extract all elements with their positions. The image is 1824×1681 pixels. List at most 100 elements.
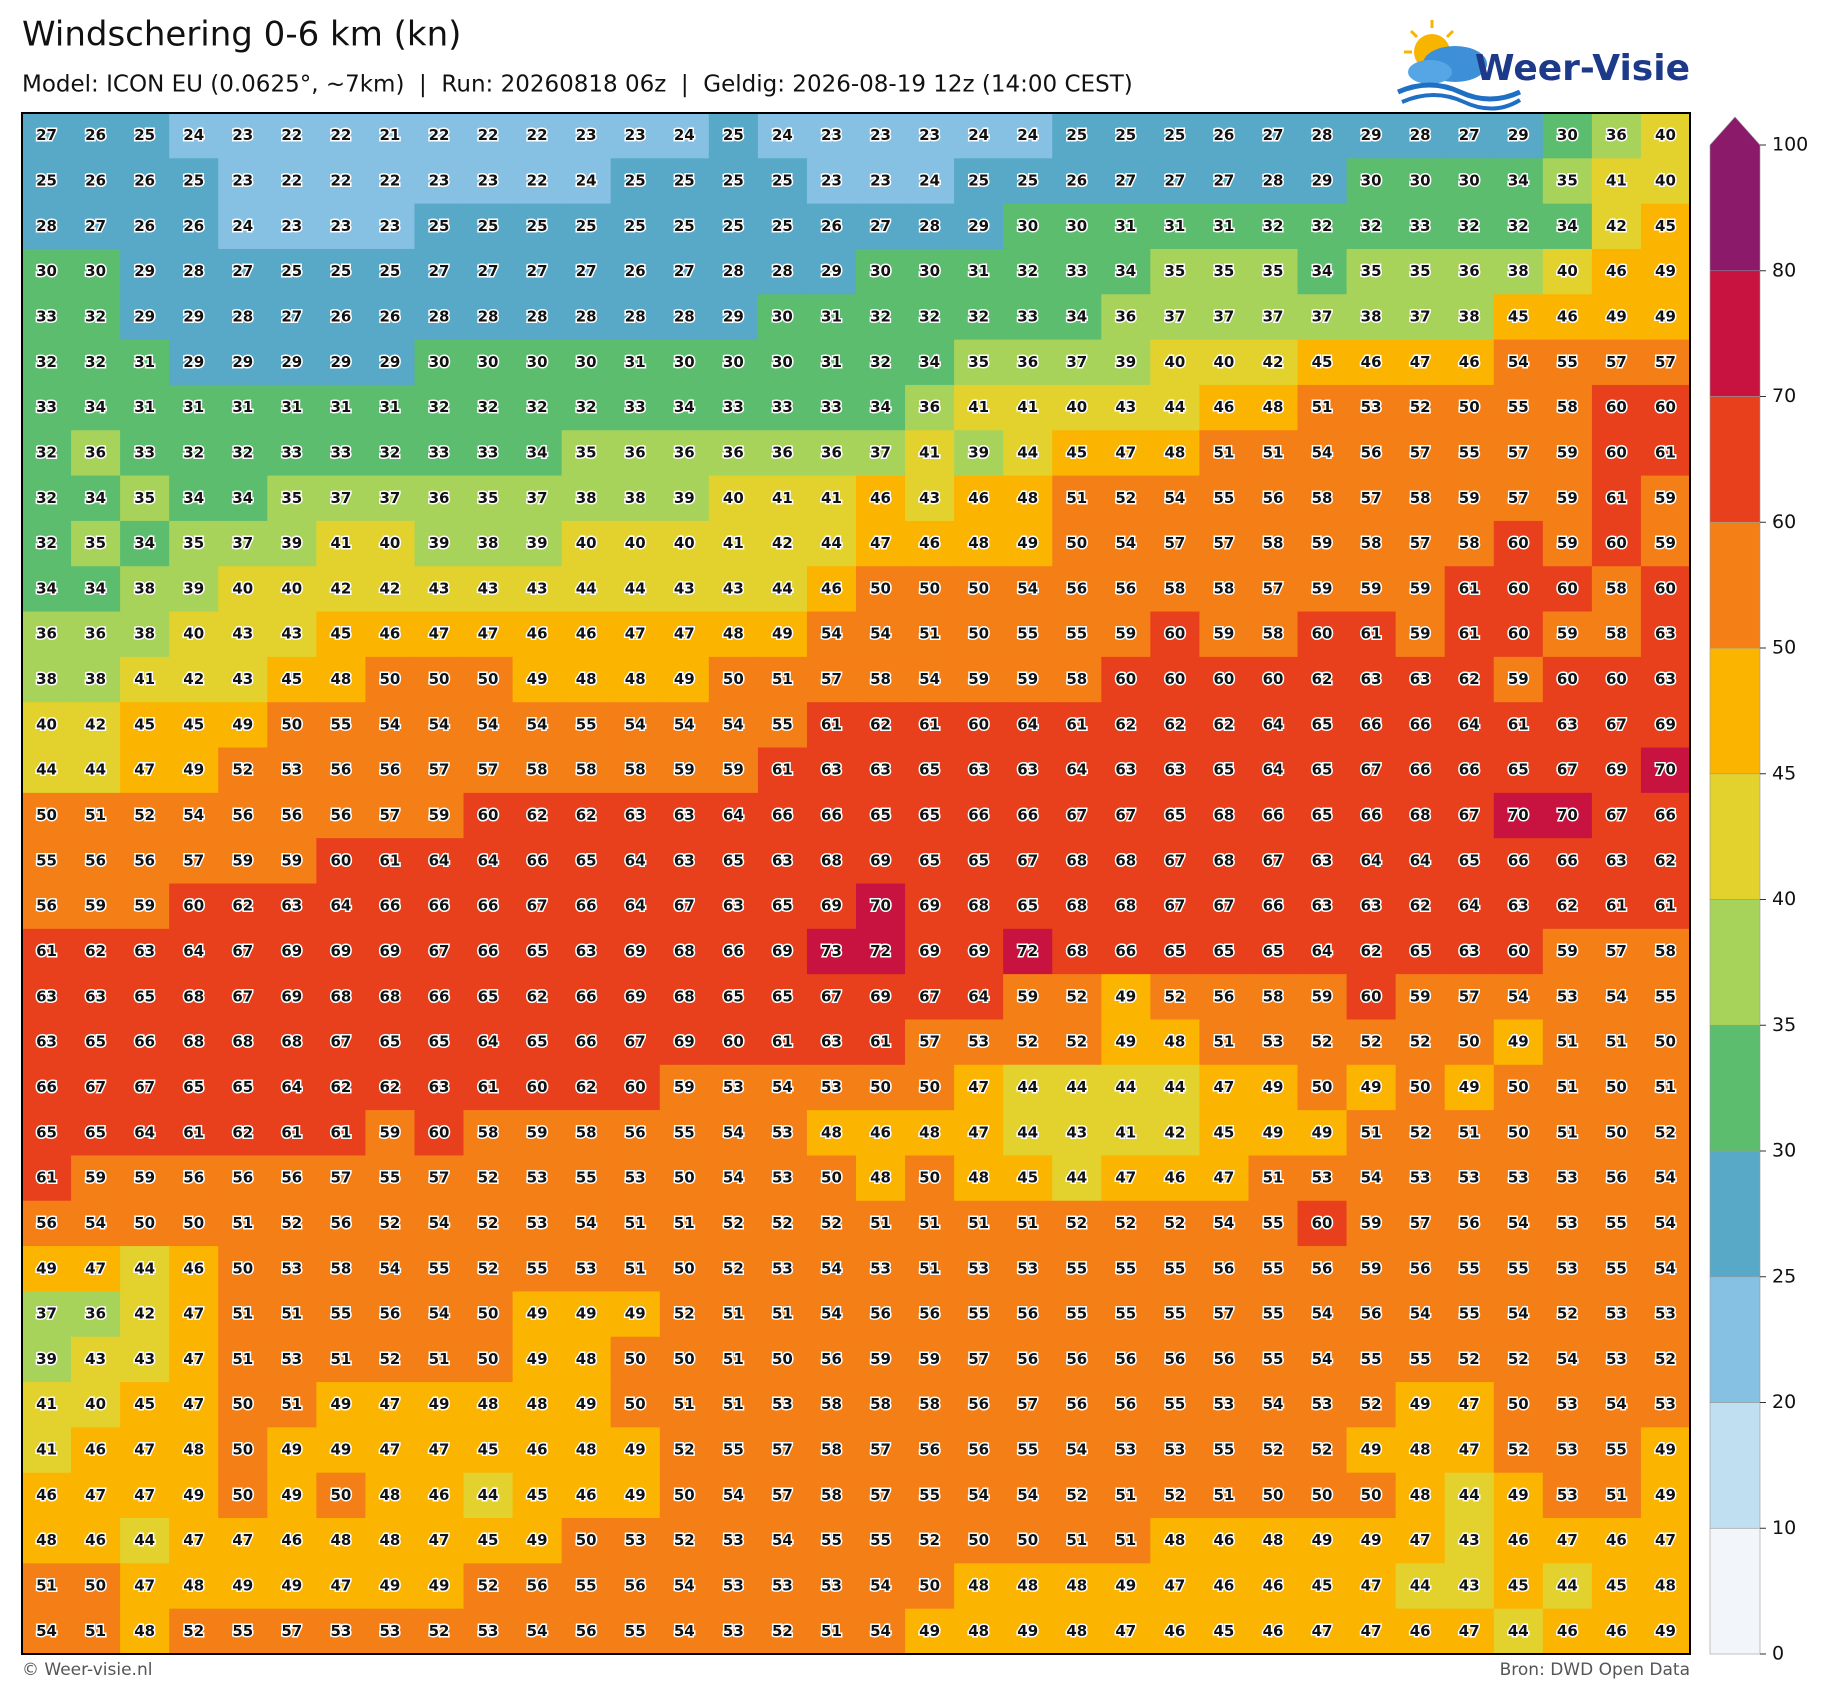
cell	[71, 1427, 121, 1474]
cell	[905, 702, 955, 749]
cell	[169, 384, 219, 431]
cell	[1591, 1518, 1642, 1564]
cell	[463, 339, 514, 386]
value-label: 57	[1017, 1395, 1038, 1413]
value-label: 65	[85, 1123, 106, 1141]
cell	[1052, 158, 1102, 205]
value-label: 52	[1655, 1350, 1676, 1368]
value-label: 61	[919, 715, 940, 733]
value-label: 66	[576, 987, 597, 1005]
cell	[708, 656, 759, 703]
value-label: 56	[1263, 489, 1284, 507]
value-label: 62	[527, 806, 548, 824]
value-label: 55	[1164, 1259, 1185, 1277]
value-label: 60	[1606, 398, 1627, 416]
value-label: 56	[1066, 1350, 1087, 1368]
cell	[463, 838, 514, 885]
value-label: 23	[919, 126, 940, 144]
value-label: 34	[1508, 171, 1529, 189]
cell	[856, 520, 906, 567]
value-label: 48	[183, 1577, 204, 1595]
value-label: 60	[1606, 443, 1627, 461]
value-label: 54	[576, 1214, 597, 1232]
value-label: 48	[1164, 443, 1185, 461]
value-label: 45	[1606, 1577, 1627, 1595]
cell	[267, 702, 317, 749]
value-label: 67	[1115, 806, 1136, 824]
cell	[1395, 1472, 1446, 1519]
cell	[1346, 1336, 1397, 1383]
value-label: 56	[625, 1577, 646, 1595]
value-label: 31	[968, 262, 989, 280]
cell	[561, 1427, 612, 1474]
value-label: 63	[1459, 942, 1480, 960]
cell	[1493, 113, 1544, 159]
value-label: 29	[1312, 171, 1333, 189]
value-label: 64	[478, 851, 499, 869]
value-label: 39	[429, 534, 450, 552]
cell	[365, 203, 416, 250]
cell	[22, 566, 72, 613]
value-label: 56	[1214, 987, 1235, 1005]
cell	[71, 475, 121, 522]
cell	[71, 974, 121, 1021]
value-label: 42	[380, 579, 401, 597]
value-label: 56	[576, 1622, 597, 1640]
cell	[561, 1200, 612, 1247]
cell	[120, 1110, 170, 1157]
cell	[1297, 430, 1348, 477]
value-label: 26	[183, 217, 204, 235]
cell	[1395, 113, 1446, 159]
cell	[1346, 113, 1397, 159]
value-label: 59	[85, 897, 106, 915]
value-label: 46	[429, 1486, 450, 1504]
value-label: 46	[1214, 398, 1235, 416]
value-label: 59	[1361, 1259, 1382, 1277]
value-label: 36	[821, 443, 842, 461]
cell	[1297, 248, 1348, 295]
cell	[267, 113, 317, 159]
value-label: 50	[1508, 1123, 1529, 1141]
value-label: 50	[478, 670, 499, 688]
value-label: 34	[1557, 217, 1578, 235]
cell	[414, 974, 465, 1021]
cell	[1493, 1336, 1544, 1383]
cell	[757, 1472, 808, 1519]
cell	[905, 747, 955, 794]
value-label: 52	[674, 1305, 695, 1323]
value-label: 48	[380, 1531, 401, 1549]
cell	[169, 1110, 219, 1157]
value-label: 65	[919, 806, 940, 824]
cell	[267, 611, 317, 658]
value-label: 43	[527, 579, 548, 597]
value-label: 68	[1115, 897, 1136, 915]
cell	[905, 974, 955, 1021]
value-label: 52	[1017, 1033, 1038, 1051]
value-label: 31	[821, 307, 842, 325]
value-label: 45	[1508, 307, 1529, 325]
cell	[905, 158, 955, 205]
cell	[1346, 1518, 1397, 1564]
cell	[708, 339, 759, 386]
value-label: 44	[1557, 1577, 1578, 1595]
cell	[708, 1382, 759, 1428]
cell	[856, 1019, 906, 1066]
value-label: 30	[1557, 126, 1578, 144]
value-label: 33	[723, 398, 744, 416]
value-label: 55	[919, 1486, 940, 1504]
cell	[1297, 1200, 1348, 1247]
cell	[856, 611, 906, 658]
cell	[1199, 1246, 1250, 1293]
value-label: 67	[1557, 761, 1578, 779]
cell	[365, 1110, 416, 1157]
value-label: 45	[1655, 217, 1676, 235]
cell	[1003, 1155, 1053, 1202]
cell	[1640, 475, 1691, 522]
colorbar-band	[1709, 270, 1761, 397]
cell	[1346, 475, 1397, 522]
value-label: 53	[1312, 1169, 1333, 1187]
cell	[463, 1427, 514, 1474]
cell	[1248, 1472, 1299, 1519]
value-label: 64	[968, 987, 989, 1005]
value-label: 53	[1508, 1169, 1529, 1187]
